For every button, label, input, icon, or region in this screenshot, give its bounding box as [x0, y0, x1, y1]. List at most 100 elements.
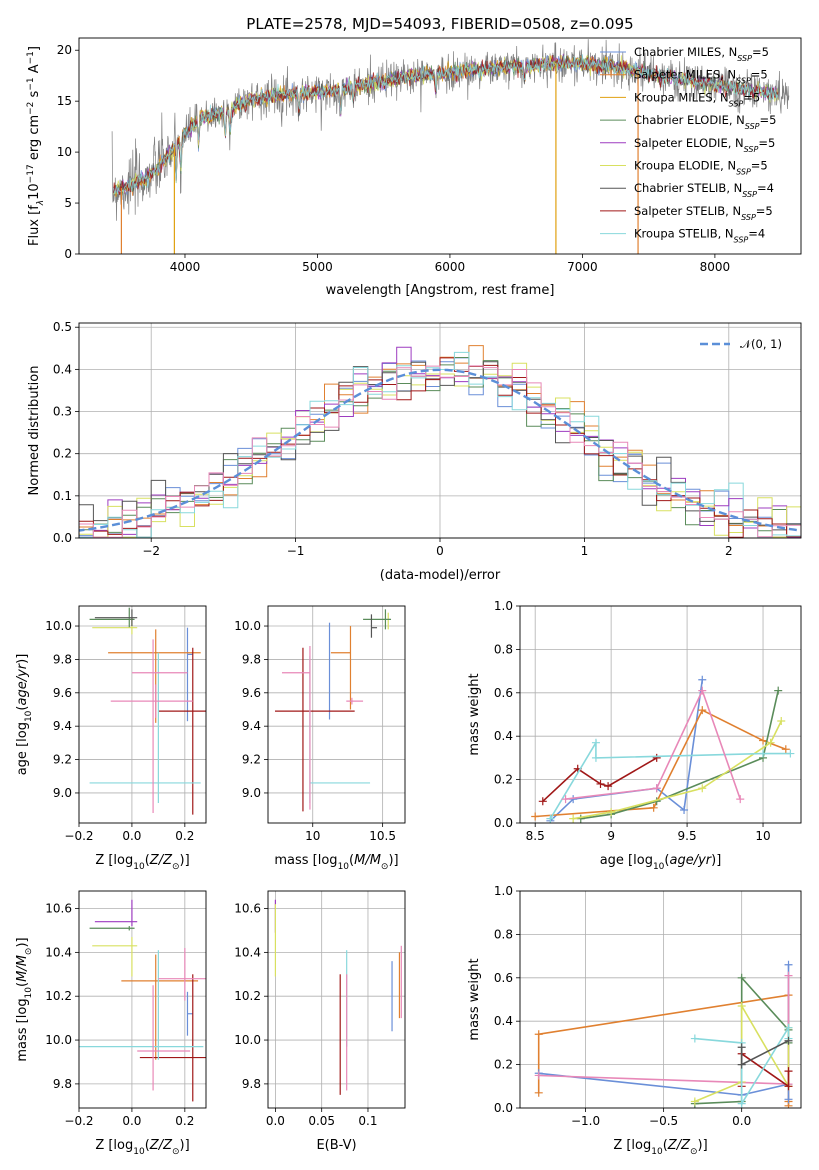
age-vs-metallicity-panel: −0.2 0.0 0.2 9.0 9.2 9.4 9.6 9.8 10.0 Z [log10(Z/… — [15, 605, 207, 872]
x-tick-label: 8.5 — [526, 829, 545, 843]
weight-series-line — [549, 739, 791, 820]
x-tick-label: 0.2 — [175, 1114, 194, 1128]
weight-lines — [534, 960, 793, 1108]
weight-point-marker — [766, 738, 775, 747]
weight-point-marker — [784, 1082, 793, 1091]
y-tick-label: 9.8 — [242, 1077, 261, 1091]
y-tick-label: 0.8 — [494, 927, 513, 941]
y-tick-label: 9.0 — [242, 786, 261, 800]
massweight-y-label: mass weight — [467, 958, 482, 1040]
y-tick-label: 10.4 — [234, 945, 261, 959]
y-tick-label: 0.3 — [53, 405, 72, 419]
y-tick-label: 0.2 — [53, 447, 72, 461]
y-tick-label: 0.8 — [494, 642, 513, 656]
axes-frame — [267, 605, 406, 824]
histograms — [79, 345, 801, 538]
y-tick-label: 0.2 — [494, 773, 513, 787]
weight-point-marker — [737, 1099, 746, 1108]
spectrum-x-label: wavelength [Angstrom, rest frame] — [326, 283, 555, 298]
weight-point-marker — [784, 1067, 793, 1076]
weight-point-marker — [759, 736, 768, 745]
y-tick-label: 9.8 — [242, 652, 261, 666]
weight-point-marker — [737, 1002, 746, 1011]
weight-point-marker — [737, 1060, 746, 1069]
age-vs-mass-panel: 10 10.5 9.0 9.2 9.4 9.6 9.8 10.0 mass [log10(M/M… — [234, 605, 406, 872]
y-tick-label: 0.0 — [494, 1101, 513, 1115]
y-tick-label: 10.0 — [45, 1033, 72, 1047]
weight-point-marker — [569, 814, 578, 823]
weight-point-marker — [546, 814, 555, 823]
y-tick-label: 9.4 — [53, 719, 72, 733]
weight-point-marker — [604, 782, 613, 791]
y-tick-label: 10.6 — [234, 902, 261, 916]
axis-label: Z [log10(Z/Z⊙)] — [95, 853, 189, 872]
y-tick-label: 0.2 — [494, 1058, 513, 1072]
figure-title: PLATE=2578, MJD=54093, FIBERID=0508, z=0… — [246, 15, 633, 33]
y-tick-label: 0.6 — [494, 686, 513, 700]
x-tick-label: 0.05 — [308, 1114, 335, 1128]
legend-entry: 𝒩(0, 1) — [740, 337, 782, 351]
legend-entry: Kroupa STELIB, NSSP=4 — [634, 227, 765, 245]
spectrum-lines — [111, 39, 790, 254]
residuals-y-label: Normed distribution — [27, 366, 42, 496]
weight-point-marker — [786, 749, 795, 758]
weight-point-marker — [784, 971, 793, 980]
y-tick-label: 10.2 — [45, 989, 72, 1003]
y-tick-label: 9.8 — [53, 652, 72, 666]
errorbars — [274, 899, 402, 1095]
x-tick-label: 0 — [436, 544, 444, 558]
x-tick-label: 10 — [305, 829, 320, 843]
y-tick-label: 0.0 — [494, 816, 513, 830]
x-tick-label: −1 — [287, 544, 305, 558]
axes-frame — [78, 890, 207, 1109]
weight-point-marker — [784, 1023, 793, 1032]
weight-point-marker — [759, 749, 768, 758]
x-tick-label: 0.0 — [122, 829, 141, 843]
residual-histogram-step — [79, 365, 801, 538]
residuals-panel: −2 −1 0 1 2 0.0 0.1 0.2 0.3 0.4 0.5 (data-model)/er… — [27, 320, 802, 583]
weight-point-marker — [538, 797, 547, 806]
legend-entry: Kroupa MILES, NSSP=5 — [634, 90, 760, 108]
weight-point-marker — [737, 973, 746, 982]
mass-vs-metallicity-panel: −0.2 0.0 0.2 9.8 10.0 10.2 10.4 10.6 Z [log10(Z/… — [15, 890, 207, 1157]
x-tick-label: 8000 — [700, 260, 731, 274]
x-tick-label: 4000 — [170, 260, 201, 274]
axis-label: mass [log10(M/M⊙)] — [15, 937, 34, 1061]
y-tick-label: 10.0 — [45, 619, 72, 633]
legend-entry: Salpeter STELIB, NSSP=5 — [634, 204, 773, 222]
x-tick-label: 0.0 — [122, 1114, 141, 1128]
axes-frame — [78, 37, 802, 255]
x-tick-label: −0.5 — [649, 1114, 678, 1128]
x-tick-label: 5000 — [302, 260, 333, 274]
axes-frame — [78, 322, 802, 539]
weight-point-marker — [781, 745, 790, 754]
axis-label: mass [log10(M/M⊙)] — [274, 853, 398, 872]
weight-point-marker — [784, 1036, 793, 1045]
x-tick-label: 2 — [725, 544, 733, 558]
y-tick-label: 9.0 — [53, 786, 72, 800]
errorbars — [274, 609, 392, 812]
weight-point-marker — [561, 795, 570, 804]
y-tick-label: 1.0 — [494, 884, 513, 898]
massweight-y-label: mass weight — [467, 673, 482, 755]
y-tick-label: 5 — [64, 196, 72, 210]
y-tick-label: 9.8 — [53, 1077, 72, 1091]
legend-entry: Chabrier STELIB, NSSP=4 — [634, 181, 774, 199]
weight-series-line — [565, 688, 741, 800]
spectrum-panel: 4000 5000 6000 7000 8000 0 5 10 15 20 wavelength [… — [26, 37, 802, 298]
legend-entry: Chabrier MILES, NSSP=5 — [634, 45, 769, 63]
x-tick-label: −0.2 — [64, 829, 93, 843]
y-tick-label: 9.6 — [53, 686, 72, 700]
x-tick-label: −1.0 — [571, 1114, 600, 1128]
y-tick-label: 9.2 — [53, 753, 72, 767]
weight-point-marker — [784, 960, 793, 969]
y-tick-label: 0.4 — [494, 1014, 513, 1028]
x-tick-label: 0.2 — [175, 829, 194, 843]
y-tick-label: 0.1 — [53, 489, 72, 503]
model-spectrum-line — [113, 54, 779, 195]
weight-lines — [531, 675, 795, 823]
weight-point-marker — [596, 779, 605, 788]
weight-point-marker — [698, 675, 707, 684]
weight-point-marker — [736, 795, 745, 804]
